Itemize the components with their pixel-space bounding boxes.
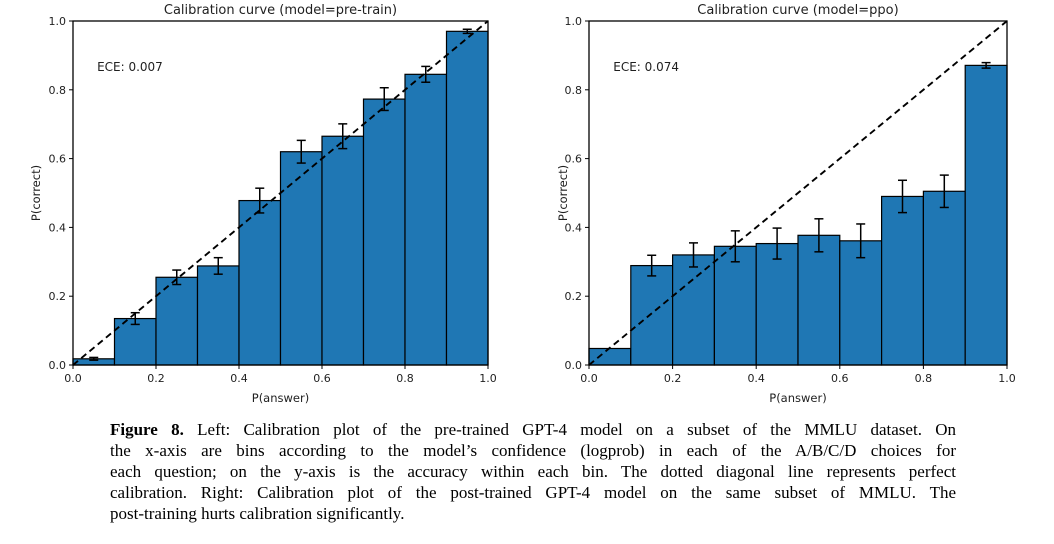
y-tick-label: 0.0 <box>565 359 583 372</box>
y-tick-label: 1.0 <box>565 15 583 28</box>
bar <box>964 64 1008 366</box>
bar <box>588 347 632 366</box>
diagonal-line <box>588 20 1008 366</box>
figure-caption-text: Left: Calibration plot of the pre-traine… <box>183 420 956 439</box>
error-bars-group <box>647 61 991 277</box>
x-tick-label: 0.0 <box>580 372 598 385</box>
calibration-chart-pretrain: 0.0 0.2 0.4 0.6 0.8 1.0 0.0 0.2 0.4 0.6 0.8 1.0 Cali… <box>0 0 527 412</box>
error-bars-group <box>89 28 472 361</box>
chart-svg-ppo: 0.0 0.2 0.4 0.6 0.8 1.0 0.0 0.2 0.4 0.6 0.8 1.0 Cali… <box>556 3 1016 405</box>
y-tick-label: 1.0 <box>49 15 67 28</box>
bar <box>672 254 716 366</box>
x-tick-label: 0.8 <box>396 372 414 385</box>
figure-caption: Figure 8. Left: Calibration plot of the … <box>110 419 956 524</box>
x-tick-label: 0.2 <box>664 372 682 385</box>
y-tick-label: 0.0 <box>49 359 67 372</box>
figure-caption-line: each question; on the y-axis is the accu… <box>110 462 956 481</box>
y-axis-label: P(correct) <box>556 165 570 221</box>
tick-labels: 0.0 0.2 0.4 0.6 0.8 1.0 0.0 0.2 0.4 0.6 0.8 1.0 <box>49 15 497 385</box>
y-tick-label: 0.2 <box>565 290 583 303</box>
tick-labels: 0.0 0.2 0.4 0.6 0.8 1.0 0.0 0.2 0.4 0.6 0.8 1.0 <box>565 15 1016 385</box>
y-tick-label: 0.4 <box>565 221 583 234</box>
bar <box>362 98 406 366</box>
y-tick-label: 0.4 <box>49 221 67 234</box>
x-tick-label: 0.2 <box>147 372 165 385</box>
bar <box>113 317 157 366</box>
bar <box>881 195 925 366</box>
figure-caption-line: calibration. Right: Calibration plot of … <box>110 483 956 502</box>
y-axis-label: P(correct) <box>29 165 43 221</box>
bar <box>755 242 799 366</box>
bar <box>630 264 674 366</box>
calibration-chart-ppo: 0.0 0.2 0.4 0.6 0.8 1.0 0.0 0.2 0.4 0.6 0.8 1.0 Cali… <box>527 0 1054 412</box>
chart-svg-pretrain: 0.0 0.2 0.4 0.6 0.8 1.0 0.0 0.2 0.4 0.6 0.8 1.0 Cali… <box>29 3 497 405</box>
x-tick-label: 0.0 <box>64 372 82 385</box>
bar <box>321 135 365 366</box>
y-tick-label: 0.6 <box>565 153 583 166</box>
bar <box>404 73 448 366</box>
bar <box>445 30 489 366</box>
x-axis-label: P(answer) <box>769 391 826 405</box>
chart-title: Calibration curve (model=pre-train) <box>164 3 397 18</box>
x-tick-label: 1.0 <box>998 372 1016 385</box>
x-tick-label: 1.0 <box>479 372 497 385</box>
y-tick-label: 0.8 <box>49 84 67 97</box>
x-tick-label: 0.4 <box>230 372 248 385</box>
figure-caption-line: Figure 8. Left: Calibration plot of the … <box>110 419 956 440</box>
plot-border <box>72 20 489 366</box>
bar <box>279 151 323 366</box>
x-tick-label: 0.6 <box>313 372 331 385</box>
x-tick-label: 0.8 <box>915 372 933 385</box>
axis-ticks <box>69 20 489 369</box>
bar <box>196 265 240 366</box>
bar <box>922 190 966 366</box>
bar <box>155 276 199 366</box>
plot-border <box>588 20 1008 366</box>
bar <box>713 245 757 366</box>
diagonal-line <box>72 20 489 366</box>
y-tick-label: 0.2 <box>49 290 67 303</box>
bar <box>797 234 841 366</box>
figure-caption-line: post-training hurts calibration signific… <box>110 504 405 523</box>
bar <box>238 199 282 366</box>
x-axis-label: P(answer) <box>252 391 309 405</box>
figure-caption-line: the x-axis are bins according to the mod… <box>110 441 956 460</box>
chart-title: Calibration curve (model=ppo) <box>697 3 898 18</box>
ece-annotation: ECE: 0.074 <box>613 60 679 74</box>
axis-ticks <box>585 20 1008 369</box>
figure-caption-label: Figure 8. <box>110 420 184 439</box>
ece-annotation: ECE: 0.007 <box>97 60 163 74</box>
bars-group <box>588 64 1008 366</box>
x-tick-label: 0.6 <box>831 372 849 385</box>
y-tick-label: 0.6 <box>49 153 67 166</box>
bar <box>839 240 883 366</box>
x-tick-label: 0.4 <box>747 372 765 385</box>
y-tick-label: 0.8 <box>565 84 583 97</box>
